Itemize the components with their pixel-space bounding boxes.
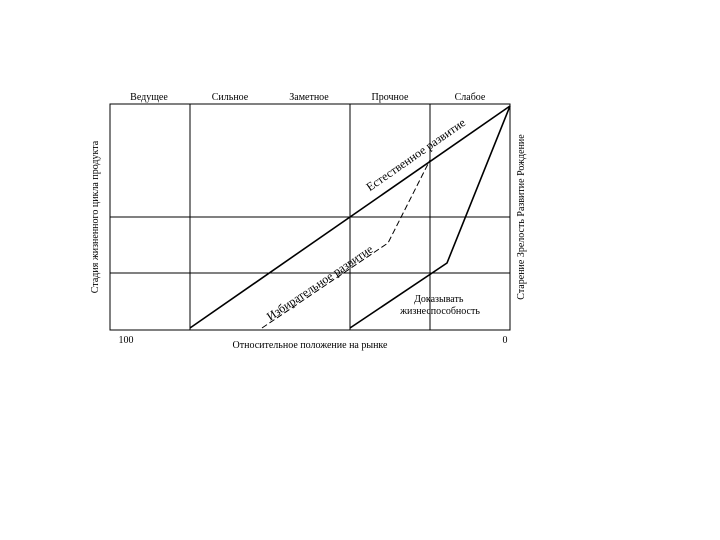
left-axis-label: Стадия жизненного цикла продукта [90,140,101,293]
proven-viability-line [349,105,511,329]
selective-development-line [261,159,431,329]
column-heading: Сильное [212,92,249,103]
bottom-left-value: 100 [119,335,134,346]
column-heading: Ведущее [130,92,168,103]
right-axis-label: Старение Зрелость Развитие Рождение [516,134,527,300]
natural-development-label: Естественное развитие [363,115,467,194]
column-heading: Заметное [289,92,329,103]
column-heading: Слабое [455,92,486,103]
column-heading: Прочное [372,92,409,103]
selective-development-label: Избирательное развитие [264,242,375,324]
bottom-right-value: 0 [503,335,508,346]
bottom-axis-label: Относительное положение на рынке [233,340,389,351]
natural-development-line [189,105,511,329]
proven-viability-label: Доказывать жизнеспособность [399,294,480,317]
